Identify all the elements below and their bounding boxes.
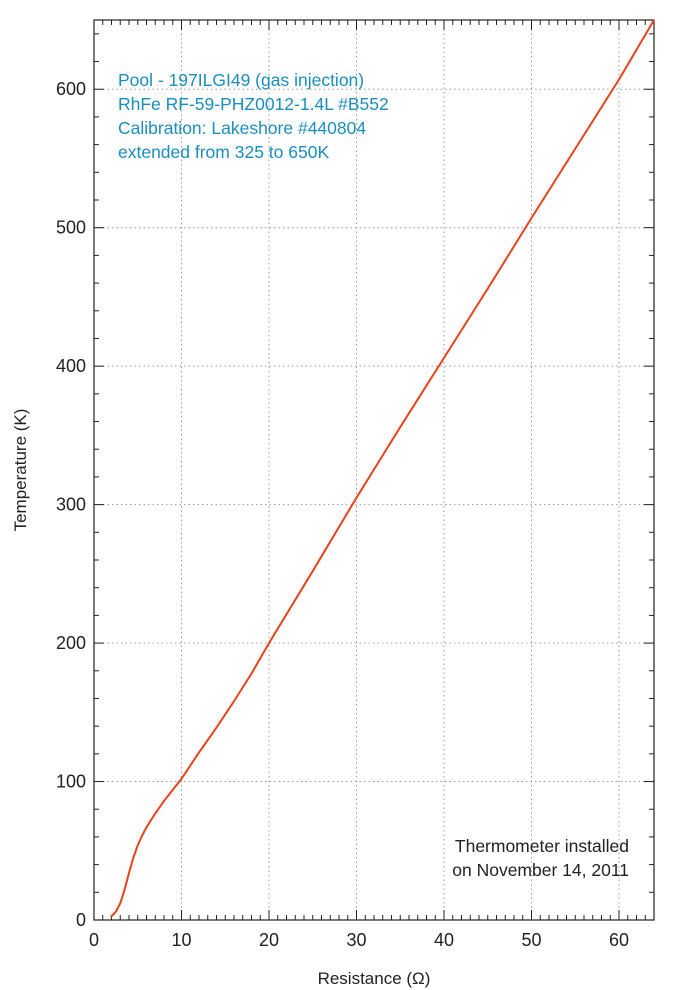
install-annotation: Thermometer installed on November 14, 20… xyxy=(452,836,629,880)
info-line-4: extended from 325 to 650K xyxy=(118,142,329,162)
y-tick-label: 300 xyxy=(56,495,86,515)
series-line-temperature xyxy=(109,19,655,918)
y-tick-label: 600 xyxy=(56,79,86,99)
y-tick-label: 400 xyxy=(56,356,86,376)
y-tick-label: 0 xyxy=(76,910,86,930)
x-tick-label: 10 xyxy=(171,930,191,950)
install-line-1: Thermometer installed xyxy=(455,836,629,856)
y-tick-labels: 0 100 200 300 400 500 600 xyxy=(56,79,86,930)
x-tick-label: 0 xyxy=(89,930,99,950)
y-tick-label: 500 xyxy=(56,218,86,238)
install-line-2: on November 14, 2011 xyxy=(452,860,629,880)
x-tick-label: 50 xyxy=(521,930,541,950)
x-tick-label: 40 xyxy=(434,930,454,950)
info-line-3: Calibration: Lakeshore #440804 xyxy=(118,118,366,138)
info-annotation: Pool - 197ILGI49 (gas injection) RhFe RF… xyxy=(118,70,389,162)
y-tick-label: 100 xyxy=(56,772,86,792)
info-line-1: Pool - 197ILGI49 (gas injection) xyxy=(118,70,364,90)
x-tick-label: 60 xyxy=(609,930,629,950)
x-tick-labels: 0 10 20 30 40 50 60 xyxy=(89,930,629,950)
x-tick-label: 20 xyxy=(259,930,279,950)
plot-frame xyxy=(93,19,655,921)
y-tick-label: 200 xyxy=(56,633,86,653)
y-axis-label: Temperature (K) xyxy=(11,409,30,532)
info-line-2: RhFe RF-59-PHZ0012-1.4L #B552 xyxy=(118,94,389,114)
x-axis-label: Resistance (Ω) xyxy=(318,969,431,988)
x-tick-label: 30 xyxy=(346,930,366,950)
grid xyxy=(94,20,654,920)
